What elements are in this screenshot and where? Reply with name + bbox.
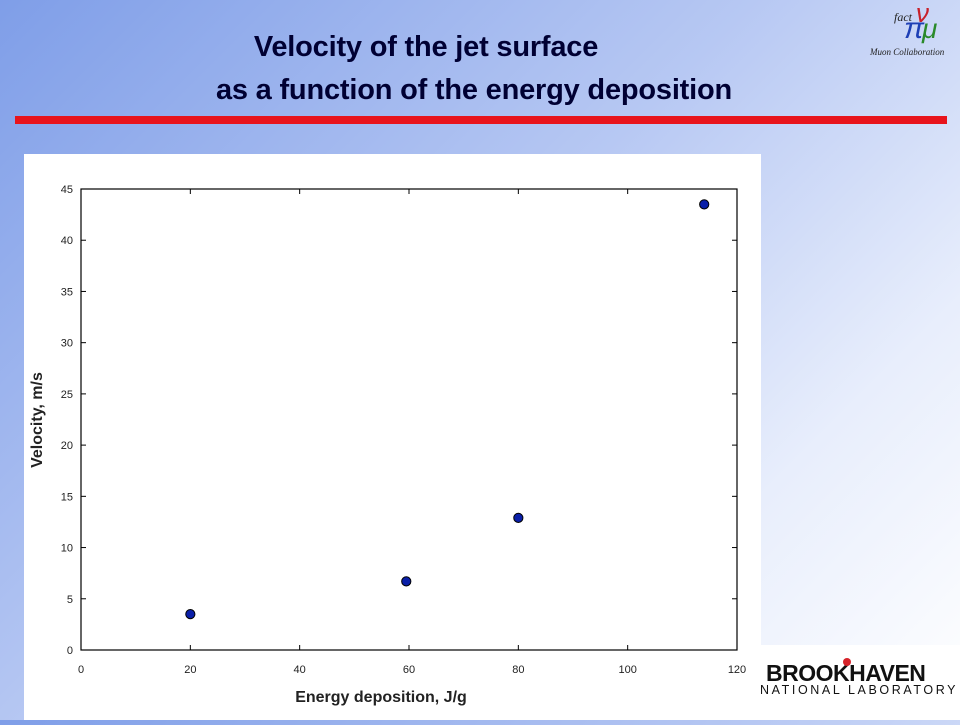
y-tick-label: 35 xyxy=(61,286,73,298)
y-tick-label: 45 xyxy=(61,184,73,196)
x-tick-label: 100 xyxy=(618,664,636,676)
x-tick-label: 0 xyxy=(78,664,84,676)
svg-text:μ: μ xyxy=(921,13,937,44)
data-point xyxy=(401,576,412,587)
y-tick-label: 20 xyxy=(61,440,73,452)
x-tick-label: 120 xyxy=(728,664,746,676)
bnl-logo-panel xyxy=(756,645,960,720)
svg-text:ν: ν xyxy=(916,0,929,28)
title-underline-bar xyxy=(15,116,947,124)
y-tick-label: 30 xyxy=(61,338,73,350)
svg-text:π: π xyxy=(904,12,925,45)
data-point xyxy=(185,609,196,620)
x-tick-label: 20 xyxy=(184,664,196,676)
data-point xyxy=(513,512,524,523)
logo-collab-text: Muon Collaboration xyxy=(870,47,945,57)
nu-pi-mu-logo-icon: π μ ν xyxy=(904,0,937,45)
bnl-logo-dot-icon xyxy=(843,658,851,666)
x-axis-label: Energy deposition, J/g xyxy=(295,689,467,706)
y-tick-label: 15 xyxy=(61,491,73,503)
y-tick-label: 5 xyxy=(67,594,73,606)
x-tick-label: 40 xyxy=(294,664,306,676)
slide-title-line2: as a function of the energy deposition xyxy=(215,74,733,106)
bnl-logo-subtitle: NATIONAL LABORATORY xyxy=(760,683,959,697)
y-tick-label: 25 xyxy=(61,389,73,401)
slide-title-line1: Velocity of the jet surface xyxy=(253,31,599,63)
scatter-chart: 0 20 40 60 80 100 120 0 5 10 15 20 25 30 35 40 45 Energy… xyxy=(29,184,746,706)
x-tick-label: 60 xyxy=(403,664,415,676)
x-tick-label: 80 xyxy=(512,664,524,676)
data-point xyxy=(699,199,710,210)
y-axis-label: Velocity, m/s xyxy=(29,372,46,468)
y-tick-label: 10 xyxy=(61,543,73,555)
y-tick-label: 0 xyxy=(67,645,73,657)
logo-fact-text: fact xyxy=(894,10,912,24)
chart-panel: 0 20 40 60 80 100 120 0 5 10 15 20 25 30 35 40 45 Energy… xyxy=(24,154,761,720)
y-tick-label: 40 xyxy=(61,235,73,247)
